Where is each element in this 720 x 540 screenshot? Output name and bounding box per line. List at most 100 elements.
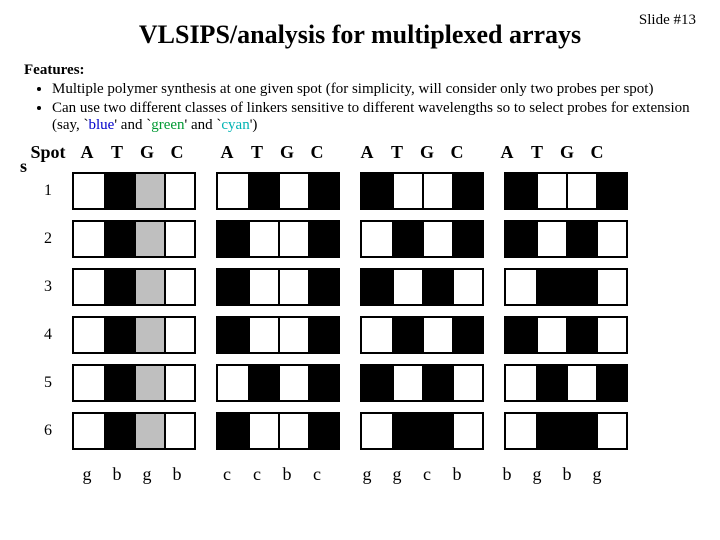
- grid-cell: [104, 270, 134, 304]
- grid-row: 6: [24, 412, 696, 450]
- grid-cell: [362, 366, 392, 400]
- row-label: 4: [24, 316, 72, 354]
- cell-group: [504, 316, 628, 354]
- footer-group: gbgb: [72, 464, 192, 485]
- grid-cell: [536, 318, 566, 352]
- row-label: 2: [24, 220, 72, 258]
- cell-group: [360, 412, 484, 450]
- grid-cell: [596, 222, 626, 256]
- grid-cell: [104, 366, 134, 400]
- footer-label: b: [102, 464, 132, 485]
- grid-cell: [452, 414, 482, 448]
- grid-cell: [134, 174, 164, 208]
- grid-cell: [278, 174, 308, 208]
- cell-group: [504, 172, 628, 210]
- cell-group: [72, 172, 196, 210]
- grid-cell: [134, 414, 164, 448]
- features-list: Multiple polymer synthesis at one given …: [24, 81, 696, 134]
- column-label: G: [552, 142, 582, 163]
- grid-cell: [392, 414, 422, 448]
- page-title: VLSIPS/analysis for multiplexed arrays: [24, 20, 696, 50]
- grid-cell: [596, 414, 626, 448]
- cell-group: [216, 364, 340, 402]
- grid-cell: [248, 318, 278, 352]
- cell-group: [360, 316, 484, 354]
- grid-cell: [104, 222, 134, 256]
- grid-cell: [452, 174, 482, 208]
- grid-cell: [506, 174, 536, 208]
- grid-cell: [218, 222, 248, 256]
- grid-cell: [536, 174, 566, 208]
- grid-cell: [362, 414, 392, 448]
- grid-cell: [362, 318, 392, 352]
- grid-cell: [134, 270, 164, 304]
- grid-cell: [278, 270, 308, 304]
- grid-cell: [392, 366, 422, 400]
- spots-label: Spots: [24, 144, 72, 160]
- grid-cell: [164, 174, 194, 208]
- grid-row: 1: [24, 172, 696, 210]
- grid-cell: [422, 414, 452, 448]
- column-label: T: [102, 142, 132, 163]
- grid-cell: [164, 270, 194, 304]
- grid-cell: [506, 414, 536, 448]
- grid-cell: [134, 318, 164, 352]
- cell-group: [504, 364, 628, 402]
- grid-cell: [248, 270, 278, 304]
- grid-cell: [218, 270, 248, 304]
- cell-group: [360, 172, 484, 210]
- grid-cell: [566, 222, 596, 256]
- footer-label: b: [492, 464, 522, 485]
- column-label: C: [582, 142, 612, 163]
- grid-cell: [452, 270, 482, 304]
- cell-group: [216, 220, 340, 258]
- grid-cell: [536, 270, 566, 304]
- column-label: G: [132, 142, 162, 163]
- footer-label: c: [302, 464, 332, 485]
- column-label: T: [382, 142, 412, 163]
- grid-cell: [74, 270, 104, 304]
- footer-label: c: [212, 464, 242, 485]
- grid-cell: [134, 222, 164, 256]
- footer-label: g: [72, 464, 102, 485]
- grid-cell: [362, 222, 392, 256]
- cell-group: [72, 220, 196, 258]
- grid-cell: [422, 174, 452, 208]
- grid-cell: [164, 318, 194, 352]
- grid-cell: [104, 414, 134, 448]
- grid-cell: [452, 222, 482, 256]
- cell-group: [504, 220, 628, 258]
- row-label: 1: [24, 172, 72, 210]
- feature-item: Can use two different classes of linkers…: [52, 100, 696, 134]
- grid-cell: [278, 414, 308, 448]
- footer-label: g: [352, 464, 382, 485]
- footer-label: c: [242, 464, 272, 485]
- column-label: C: [442, 142, 472, 163]
- cell-group: [216, 316, 340, 354]
- grid-cell: [566, 366, 596, 400]
- grid-cell: [308, 270, 338, 304]
- cell-group: [216, 268, 340, 306]
- grid-cell: [308, 318, 338, 352]
- cell-group: [360, 364, 484, 402]
- grid-cell: [164, 222, 194, 256]
- footer-group: ggcb: [352, 464, 472, 485]
- grid-cell: [308, 222, 338, 256]
- cell-group: [360, 268, 484, 306]
- probe-grid: Spots ATGCATGCATGCATGC 123456 gbgbccbcgg…: [24, 140, 696, 485]
- grid-footer: gbgbccbcggcbbgbg: [24, 464, 696, 485]
- grid-cell: [218, 174, 248, 208]
- grid-cell: [506, 366, 536, 400]
- grid-cell: [392, 222, 422, 256]
- grid-cell: [248, 174, 278, 208]
- grid-cell: [74, 318, 104, 352]
- grid-cell: [506, 222, 536, 256]
- cell-group: [504, 268, 628, 306]
- grid-cell: [392, 174, 422, 208]
- grid-cell: [74, 222, 104, 256]
- grid-cell: [308, 366, 338, 400]
- footer-label: g: [582, 464, 612, 485]
- grid-cell: [134, 366, 164, 400]
- footer-group: ccbc: [212, 464, 332, 485]
- grid-cell: [218, 318, 248, 352]
